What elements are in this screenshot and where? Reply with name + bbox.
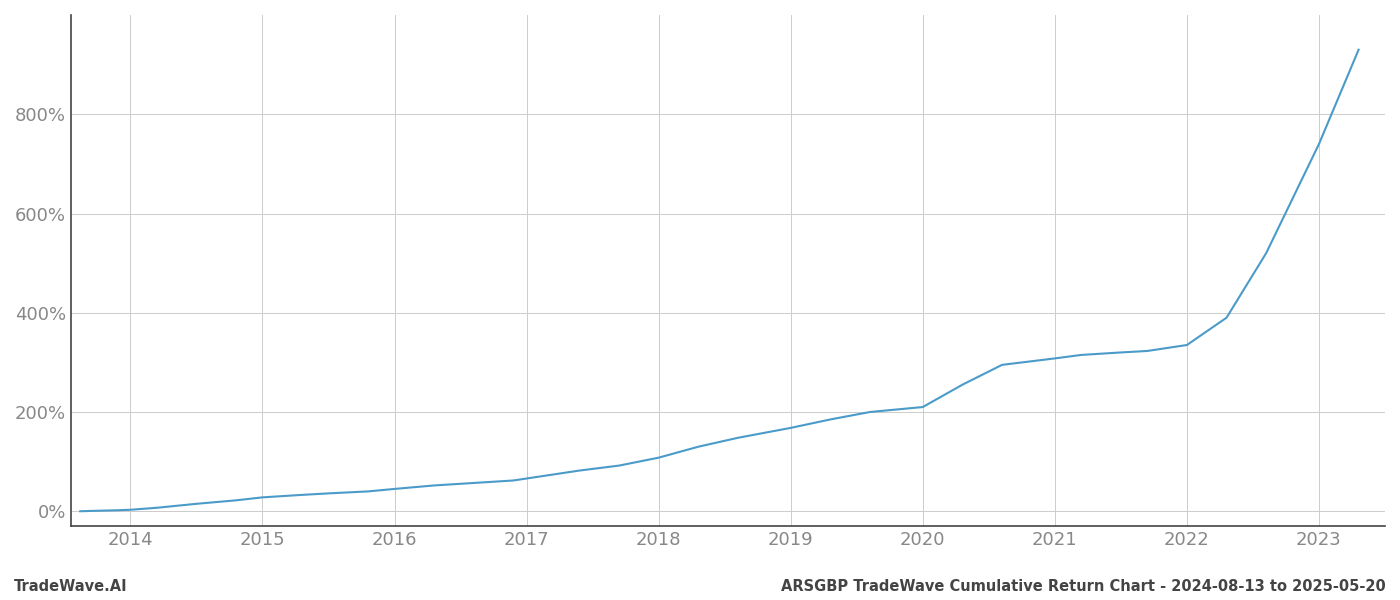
- Text: TradeWave.AI: TradeWave.AI: [14, 579, 127, 594]
- Text: ARSGBP TradeWave Cumulative Return Chart - 2024-08-13 to 2025-05-20: ARSGBP TradeWave Cumulative Return Chart…: [781, 579, 1386, 594]
